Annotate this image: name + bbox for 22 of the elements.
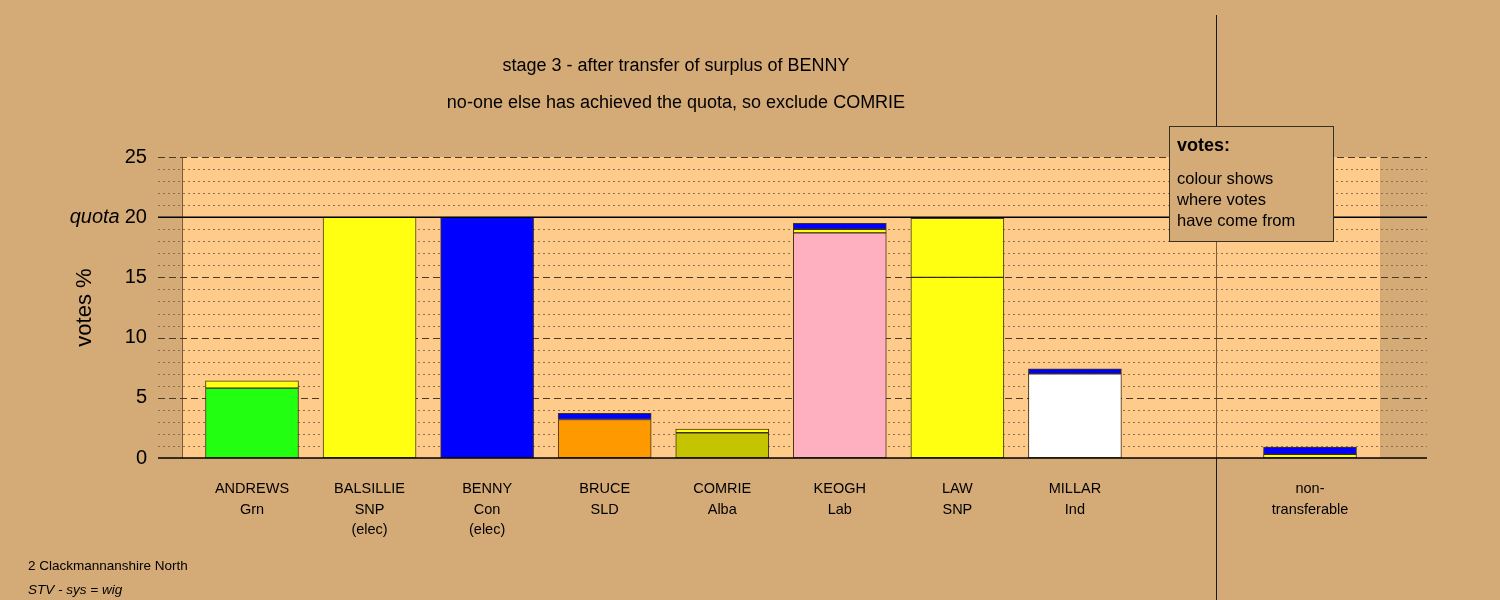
- y-tick-label: 5: [135, 385, 147, 408]
- x-tick-label: BALSILLIE SNP (elec): [334, 480, 406, 538]
- chart-subtitle: no-one else has achieved the quota, so exclude COMRIE: [445, 92, 907, 114]
- x-tick-label: ANDREWS Grn: [214, 480, 290, 517]
- y-axis-title: votes %: [71, 268, 97, 347]
- annotation: colour shows where votes have come from: [1177, 168, 1296, 231]
- y-tick-label: 10: [124, 325, 147, 348]
- y-tick-label: 25: [124, 144, 147, 167]
- y-tick-label: 0: [135, 445, 147, 468]
- ref-line-label: quota: [69, 204, 120, 227]
- y-tick-label: 15: [124, 264, 147, 287]
- text: 2 Clackmannanshire North: [28, 558, 188, 575]
- x-tick-label: BENNY Con (elec): [462, 480, 513, 538]
- y-tick-label: 20: [124, 204, 147, 227]
- x-tick-label: LAW SNP: [941, 480, 974, 517]
- chart-title: stage 3 - after transfer of surplus of BENNY: [501, 55, 851, 77]
- x-tick-label: MILLAR Ind: [1048, 480, 1102, 517]
- x-tick-label: non- transferable: [1271, 480, 1349, 517]
- x-tick-label: KEOGH Lab: [813, 480, 866, 517]
- x-tick-label: BRUCE SLD: [579, 480, 631, 517]
- x-tick-label: COMRIE Alba: [693, 480, 752, 517]
- text: STV - sys = wig: [28, 582, 123, 599]
